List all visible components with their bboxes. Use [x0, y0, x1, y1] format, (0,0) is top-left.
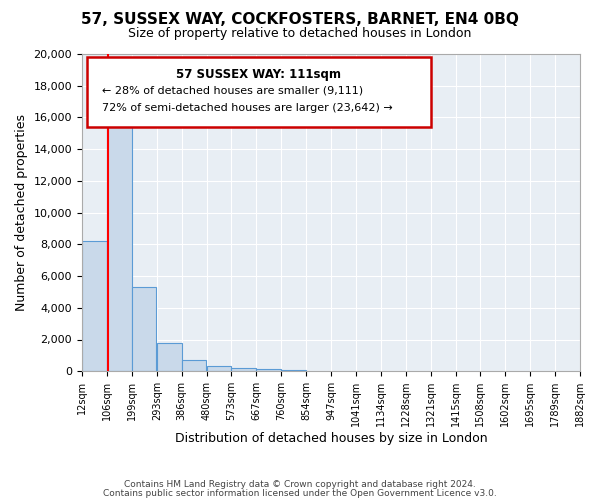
Bar [206, 366, 232, 371]
Bar [281, 370, 306, 371]
Text: Contains public sector information licensed under the Open Government Licence v3: Contains public sector information licen… [103, 490, 497, 498]
Bar [232, 368, 256, 371]
Text: 57 SUSSEX WAY: 111sqm: 57 SUSSEX WAY: 111sqm [176, 68, 341, 82]
Text: 57, SUSSEX WAY, COCKFOSTERS, BARNET, EN4 0BQ: 57, SUSSEX WAY, COCKFOSTERS, BARNET, EN4… [81, 12, 519, 28]
Bar [107, 108, 132, 371]
Text: Contains HM Land Registry data © Crown copyright and database right 2024.: Contains HM Land Registry data © Crown c… [124, 480, 476, 489]
Bar [182, 360, 206, 371]
Text: 72% of semi-detached houses are larger (23,642) →: 72% of semi-detached houses are larger (… [102, 103, 392, 113]
Y-axis label: Number of detached properties: Number of detached properties [15, 114, 28, 311]
FancyBboxPatch shape [87, 57, 431, 127]
Bar [132, 287, 157, 371]
Text: ← 28% of detached houses are smaller (9,111): ← 28% of detached houses are smaller (9,… [102, 86, 363, 96]
Bar [256, 369, 281, 371]
Text: Size of property relative to detached houses in London: Size of property relative to detached ho… [128, 28, 472, 40]
Bar [82, 241, 107, 371]
X-axis label: Distribution of detached houses by size in London: Distribution of detached houses by size … [175, 432, 487, 445]
Bar [157, 344, 182, 371]
